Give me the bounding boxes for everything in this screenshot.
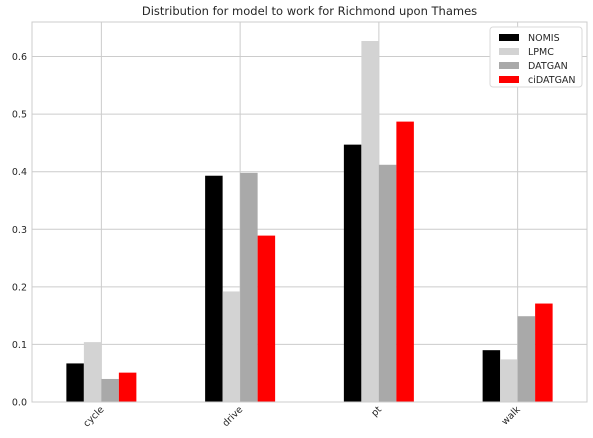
bar-lpmc-drive xyxy=(222,291,241,402)
legend-label: ciDATGAN xyxy=(528,75,576,86)
chart-title: Distribution for model to work for Richm… xyxy=(141,4,478,18)
x-tick-label: pt xyxy=(369,404,384,419)
bar-lpmc-cycle xyxy=(83,342,102,402)
bar-datgan-pt xyxy=(378,164,397,402)
y-tick-label: 0.4 xyxy=(12,167,27,178)
bar-nomis-cycle xyxy=(66,363,84,402)
bar-cidatgan-cycle xyxy=(118,372,137,402)
y-tick-label: 0.5 xyxy=(12,110,27,121)
bar-cidatgan-drive xyxy=(257,235,276,402)
x-tick-label: walk xyxy=(500,404,523,427)
bar-datgan-walk xyxy=(517,316,536,402)
bar-nomis-drive xyxy=(205,175,223,402)
legend-label: DATGAN xyxy=(528,61,568,72)
bar-nomis-walk xyxy=(482,350,501,402)
plot-frame xyxy=(31,21,588,403)
bar-datgan-drive xyxy=(240,172,258,402)
legend-swatch xyxy=(499,62,519,69)
y-tick-label: 0.3 xyxy=(12,225,27,236)
x-tick-label: drive xyxy=(220,404,245,429)
y-tick-label: 0.1 xyxy=(12,340,27,351)
y-tick-label: 0.6 xyxy=(12,52,27,63)
bars xyxy=(66,41,553,403)
y-tick-labels: 0.0 0.1 0.2 0.3 0.4 0.5 0.6 xyxy=(12,52,27,408)
bar-lpmc-walk xyxy=(500,359,518,402)
bar-cidatgan-walk xyxy=(535,303,553,402)
x-tick-labels: cycle drive pt walk xyxy=(81,404,523,429)
bar-datgan-cycle xyxy=(101,378,119,402)
y-tick-label: 0.0 xyxy=(12,398,27,409)
legend-swatch xyxy=(499,48,519,55)
x-tick-label: cycle xyxy=(81,404,106,429)
bar-cidatgan-pt xyxy=(396,121,414,402)
legend-label: LPMC xyxy=(528,47,554,58)
legend: NOMIS LPMC DATGAN ciDATGAN xyxy=(489,26,583,88)
bar-nomis-pt xyxy=(343,144,362,403)
legend-label: NOMIS xyxy=(528,33,560,44)
y-tick-label: 0.2 xyxy=(12,282,27,293)
legend-box xyxy=(489,26,583,88)
legend-swatch xyxy=(499,34,519,41)
legend-swatch xyxy=(499,76,519,83)
bar-lpmc-pt xyxy=(361,41,379,402)
